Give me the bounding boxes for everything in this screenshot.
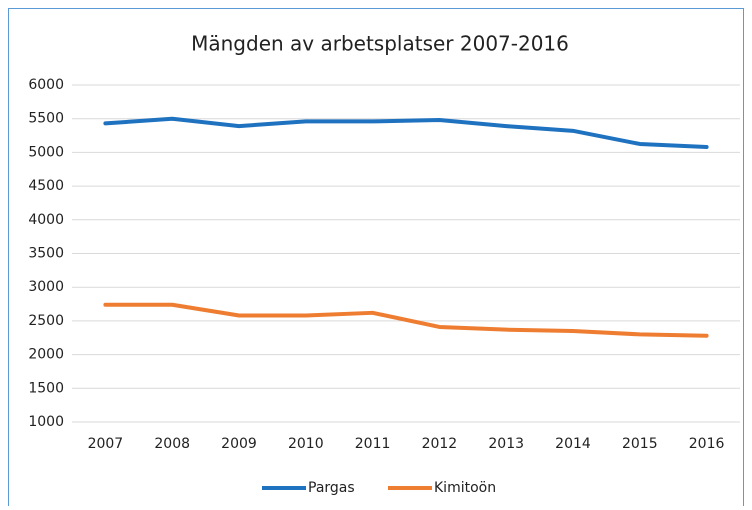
y-tick-label: 5500 [28,111,64,127]
x-tick-label: 2016 [689,436,725,452]
x-tick-label: 2012 [422,436,458,452]
series-line [103,116,709,150]
y-tick-label: 4500 [28,178,64,194]
y-tick-label: 1000 [28,414,64,430]
x-tick-label: 2009 [221,436,257,452]
x-tick-label: 2013 [488,436,524,452]
y-tick-label: 1500 [28,380,64,396]
x-tick-label: 2007 [88,436,124,452]
x-tick-label: 2008 [154,436,190,452]
x-tick-label: 2010 [288,436,324,452]
y-tick-label: 5000 [28,144,64,160]
legend-label: Kimitoön [434,480,496,496]
y-tick-label: 3000 [28,279,64,295]
chart-frame [8,8,744,510]
series-line [103,302,709,338]
y-tick-label: 2500 [28,313,64,329]
y-tick-label: 3500 [28,246,64,262]
y-tick-label: 4000 [28,212,64,228]
x-tick-label: 2014 [555,436,591,452]
y-tick-label: 2000 [28,347,64,363]
y-tick-label: 6000 [28,77,64,93]
x-tick-label: 2015 [622,436,658,452]
chart-title: Mängden av arbetsplatser 2007-2016 [191,32,569,56]
legend-label: Pargas [308,480,355,496]
x-tick-label: 2011 [355,436,391,452]
